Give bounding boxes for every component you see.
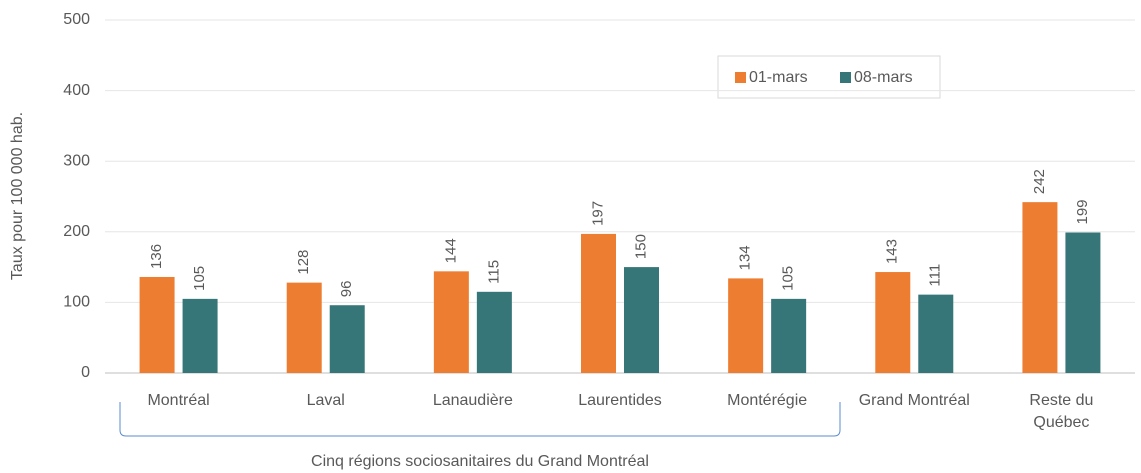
y-tick-label: 100 [63, 294, 90, 311]
value-label: 105 [191, 266, 208, 291]
bar [918, 294, 954, 373]
x-tick-label: Laurentides [578, 392, 662, 409]
bar [728, 278, 764, 373]
bar [286, 282, 322, 373]
value-label: 150 [632, 234, 649, 259]
y-tick-label: 300 [63, 152, 90, 169]
value-label: 115 [485, 260, 502, 284]
value-label: 242 [1031, 169, 1048, 194]
legend-swatch [840, 72, 851, 83]
x-tick-label: Montérégie [727, 392, 807, 409]
value-label: 199 [1074, 199, 1091, 224]
x-tick-label: Reste du Québec [1029, 392, 1093, 431]
bracket [119, 402, 841, 437]
value-label: 105 [780, 266, 797, 291]
x-tick-label: Laval [307, 392, 345, 409]
y-tick-label: 500 [63, 11, 90, 28]
y-tick-label: 400 [63, 82, 90, 99]
value-label: 143 [884, 239, 901, 264]
legend-swatch [735, 72, 746, 83]
y-tick-label: 200 [63, 223, 90, 240]
value-label: 111 [927, 264, 944, 287]
bar [139, 276, 175, 373]
bar [1065, 232, 1101, 373]
value-label: 144 [442, 238, 459, 263]
value-label: 197 [589, 201, 606, 226]
bar [581, 233, 616, 373]
bar [329, 305, 365, 373]
x-tick-label: Montréal [147, 392, 209, 409]
x-tick-label: Grand Montréal [859, 392, 970, 409]
bar [476, 291, 512, 373]
bar [1022, 202, 1058, 373]
value-label: 134 [737, 245, 754, 270]
bar [875, 272, 911, 373]
bar [624, 267, 659, 373]
value-label: 136 [148, 244, 165, 269]
bar [433, 271, 469, 373]
x-tick-label: Lanaudière [433, 392, 513, 409]
bar [182, 298, 218, 373]
bar [771, 298, 807, 373]
y-tick-label: 0 [81, 364, 90, 381]
legend-label: 01-mars [749, 69, 808, 86]
value-label: 128 [295, 250, 312, 275]
legend-label: 08-mars [854, 69, 913, 86]
value-label: 96 [338, 281, 355, 298]
y-axis-label: Taux pour 100 000 hab. [9, 112, 26, 280]
annotation: Cinq régions sociosanitaires du Grand Mo… [311, 453, 649, 470]
